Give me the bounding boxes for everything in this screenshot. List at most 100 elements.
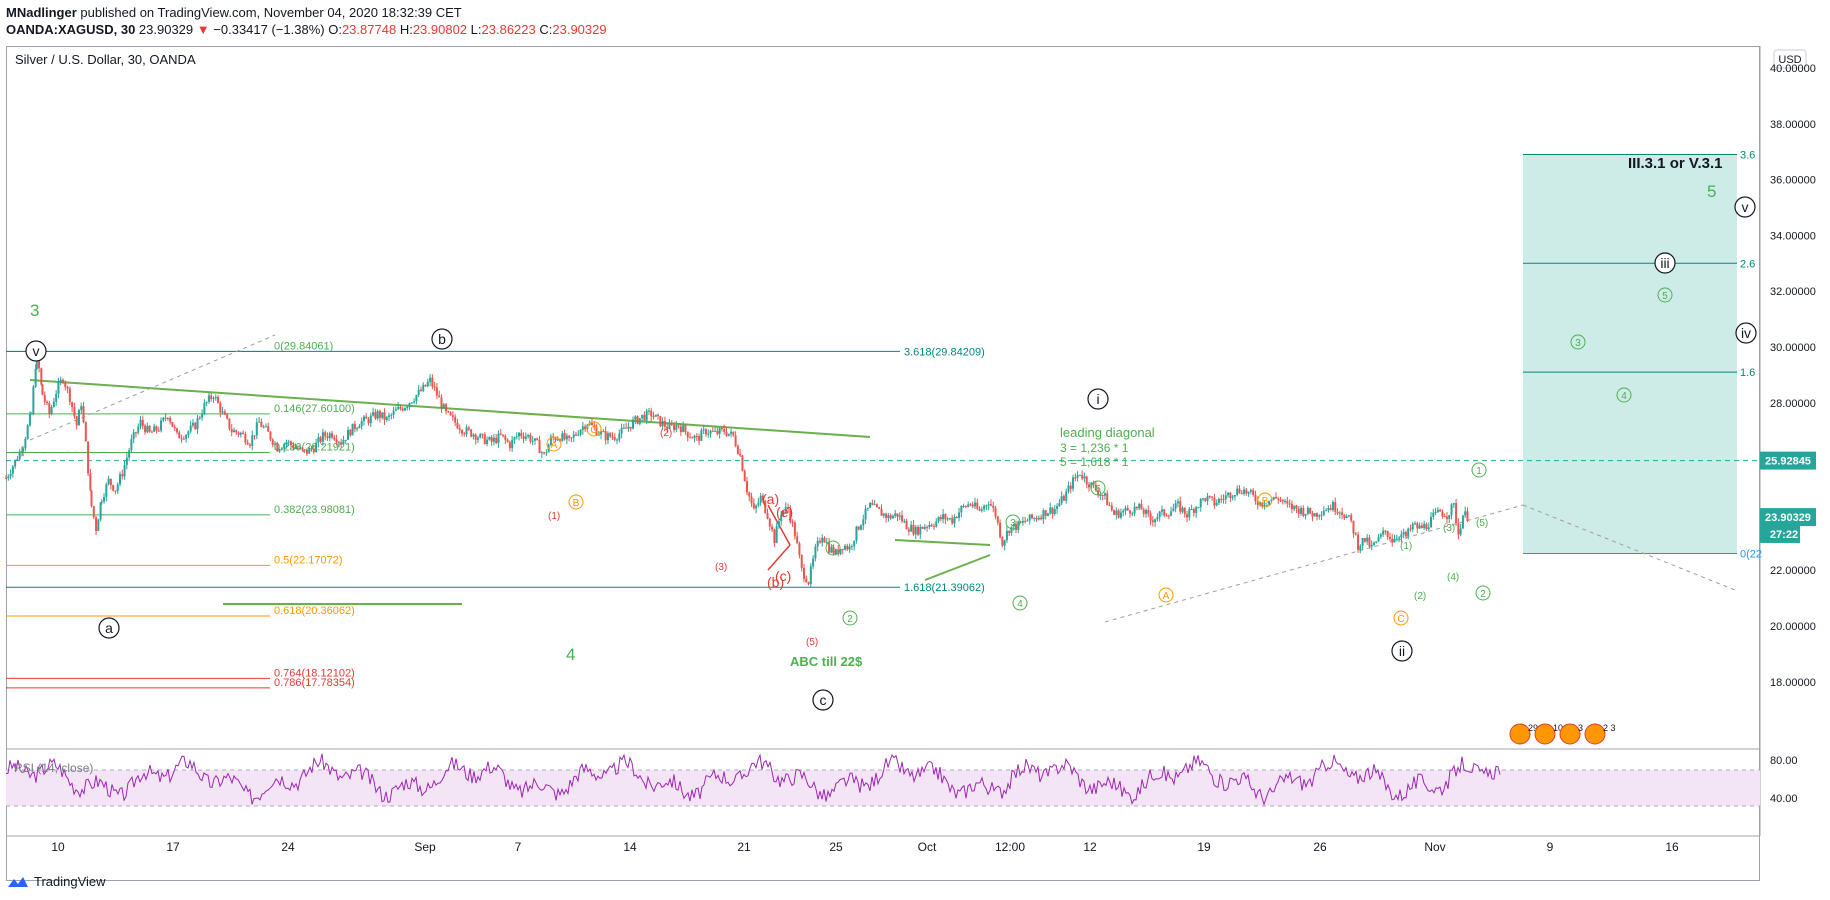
candle-body: [1352, 520, 1355, 534]
candle-body: [1147, 510, 1150, 514]
event-flag-icon[interactable]: [1559, 723, 1581, 745]
candle-body: [178, 432, 181, 439]
economic-events[interactable]: 29 10 3 2 3: [1509, 723, 1616, 745]
candle-body: [1113, 510, 1116, 515]
wave-marker-label: 1: [830, 544, 836, 555]
candle-body: [264, 426, 267, 428]
candle-body: [513, 437, 516, 440]
candle-body: [616, 439, 619, 441]
candle-body: [1181, 507, 1184, 512]
candle-body: [759, 495, 762, 503]
event-flag-icon[interactable]: [1584, 723, 1606, 745]
candle-body: [741, 455, 744, 471]
wave-marker: [1657, 287, 1673, 303]
candle-body: [1062, 496, 1065, 501]
candle-body: [689, 437, 691, 439]
candle-body: [568, 435, 571, 438]
candle-body: [695, 435, 698, 437]
projection-level-label: 0(22: [1740, 548, 1762, 560]
candle-body: [613, 437, 616, 440]
candle-body: [87, 441, 90, 474]
fibonacci-extension[interactable]: 3.618(29.84209) 1.618(21.39062): [6, 346, 985, 594]
candle-body: [1140, 503, 1143, 510]
price-badge-text: 23.90329: [1765, 512, 1811, 524]
candle-body: [575, 434, 577, 436]
candle-body: [536, 438, 539, 441]
event-flag-icon[interactable]: [1534, 723, 1556, 745]
candle-body: [1015, 523, 1018, 530]
candle-body: [458, 428, 461, 431]
target-projection-box[interactable]: [1523, 154, 1737, 554]
time-axis[interactable]: 10 17 24 Sep 7 14 21 25 Oct 12:00 12 19 26 Nov 9 16: [51, 840, 1679, 854]
brand-name[interactable]: TradingView: [34, 874, 106, 889]
candle-body: [401, 408, 404, 411]
candle-body: [406, 406, 409, 409]
event-flag-icon[interactable]: [1509, 723, 1531, 745]
triangle-upper-line[interactable]: [894, 539, 991, 546]
candle-body: [659, 415, 662, 427]
candle-body: [1363, 538, 1366, 542]
annotation-text: (5): [1476, 518, 1488, 529]
wave-b-trendline[interactable]: [29, 379, 871, 438]
candle-body: [353, 423, 356, 430]
candle-body: [684, 425, 687, 432]
wave-circle-label: b: [438, 331, 446, 347]
event-count: 29: [1528, 723, 1538, 733]
candle-body: [207, 395, 210, 402]
candle-body: [221, 411, 224, 413]
candle-body: [239, 432, 242, 435]
fibonacci-retracement[interactable]: 0(29.84061) 0.146(27.60100) 0.236(26.21921…: [6, 340, 355, 689]
candle-body: [1053, 509, 1056, 514]
candle-body: [1236, 488, 1239, 496]
rsi-line: [5, 753, 1501, 807]
time-tick-label: 10: [51, 840, 65, 854]
candle-body: [5, 478, 7, 480]
candle-body: [798, 543, 801, 556]
candle-body: [278, 449, 281, 452]
candle-body: [1188, 509, 1191, 518]
candle-body: [1272, 496, 1275, 500]
candle-body: [1211, 496, 1214, 498]
price-axis[interactable]: 40.00000 38.00000 36.00000 34.00000 32.00000…: [1770, 63, 1816, 689]
triangle-lower-line[interactable]: [924, 554, 991, 581]
author-name[interactable]: MNadlinger: [6, 5, 77, 20]
currency-button[interactable]: [1773, 49, 1807, 69]
price-badge-text: 25.92845: [1765, 456, 1811, 468]
candle-body: [996, 516, 999, 523]
candle-body: [629, 426, 632, 429]
candle-body: [1186, 514, 1189, 518]
candle-body: [285, 442, 288, 445]
candle-body: [486, 439, 489, 444]
candle-body: [160, 420, 163, 431]
candle-body: [301, 447, 304, 450]
candle-body: [182, 438, 185, 440]
candle-body: [1382, 530, 1385, 535]
candle-body: [1373, 542, 1375, 545]
candle-body: [372, 412, 375, 416]
candle-body: [853, 540, 856, 547]
annotation-text: (1): [1400, 541, 1412, 552]
candle-body: [1081, 474, 1084, 479]
candle-body: [1110, 505, 1113, 511]
candle-body: [839, 548, 842, 555]
candle-body: [1158, 511, 1161, 518]
annotation-text: III.3.1 or V.3.1: [1628, 155, 1723, 172]
candle-body: [768, 518, 771, 527]
fib-level-label: 0.764(18.12102): [274, 667, 355, 679]
wave-marker-label: C: [590, 425, 597, 436]
candle-body: [226, 414, 229, 419]
candle-body: [385, 416, 388, 420]
annotation-text: (c): [775, 568, 791, 584]
candle-body: [1375, 541, 1378, 543]
wave-circle: [1654, 252, 1676, 274]
candle-body: [68, 388, 71, 403]
fib-level-label: 0.382(23.98081): [274, 504, 355, 516]
candle-body: [980, 509, 983, 511]
candle-body: [1031, 514, 1033, 519]
candle-body: [57, 382, 60, 394]
candle-body: [410, 402, 413, 404]
candle-body: [465, 427, 468, 435]
candle-body: [844, 545, 847, 550]
